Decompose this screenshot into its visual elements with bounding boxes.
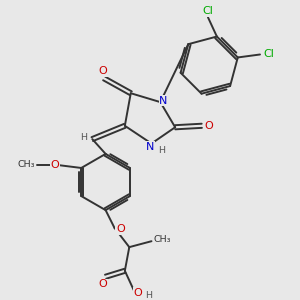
Text: CH₃: CH₃ bbox=[154, 235, 172, 244]
Text: H: H bbox=[145, 291, 152, 300]
Text: Cl: Cl bbox=[263, 50, 274, 59]
Text: N: N bbox=[146, 142, 154, 152]
Text: Cl: Cl bbox=[202, 6, 213, 16]
Text: O: O bbox=[205, 121, 214, 131]
Text: CH₃: CH₃ bbox=[18, 160, 35, 169]
Text: H: H bbox=[80, 133, 87, 142]
Text: H: H bbox=[158, 146, 165, 155]
Text: O: O bbox=[50, 160, 59, 170]
Text: O: O bbox=[116, 224, 125, 234]
Text: O: O bbox=[98, 66, 107, 76]
Text: N: N bbox=[159, 96, 167, 106]
Text: O: O bbox=[98, 279, 107, 289]
Text: O: O bbox=[134, 288, 142, 298]
